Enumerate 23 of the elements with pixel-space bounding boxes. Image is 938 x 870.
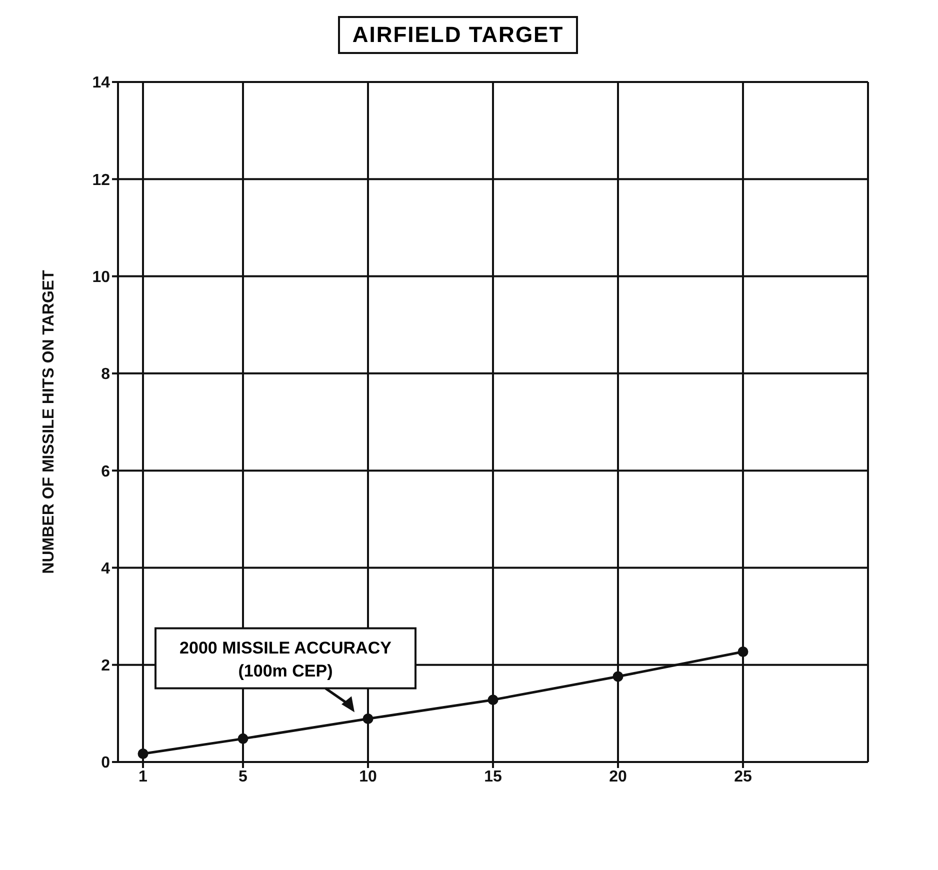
x-tick-label: 1 [138, 768, 148, 786]
point [138, 748, 148, 759]
y-tick-label: 0 [101, 754, 110, 772]
x-tick-label: 10 [359, 768, 377, 786]
annotation: 2000 MISSILE ACCURACY (100m CEP) [180, 638, 392, 680]
y-tick-label: 14 [92, 74, 110, 92]
chart-title: AIRFIELD TARGET [338, 16, 578, 54]
point [738, 646, 748, 657]
y-tick-label: 8 [101, 366, 110, 384]
point [488, 694, 498, 706]
y-axis-title: NUMBER OF MISSILE HITS ON TARGET [40, 270, 58, 574]
y-tick-label: 4 [101, 560, 110, 578]
y-tick-label: 2 [101, 658, 110, 675]
point [612, 671, 624, 682]
x-tick-label: 5 [238, 768, 248, 786]
y-tick-label: 10 [92, 268, 110, 286]
x-tick-label: 15 [484, 768, 502, 786]
point [362, 714, 374, 724]
x-tick-label: 25 [734, 768, 752, 786]
point [238, 733, 248, 744]
y-tick-label: 6 [101, 463, 110, 480]
y-tick-label: 12 [92, 172, 110, 189]
x-tick-label: 20 [609, 768, 627, 786]
